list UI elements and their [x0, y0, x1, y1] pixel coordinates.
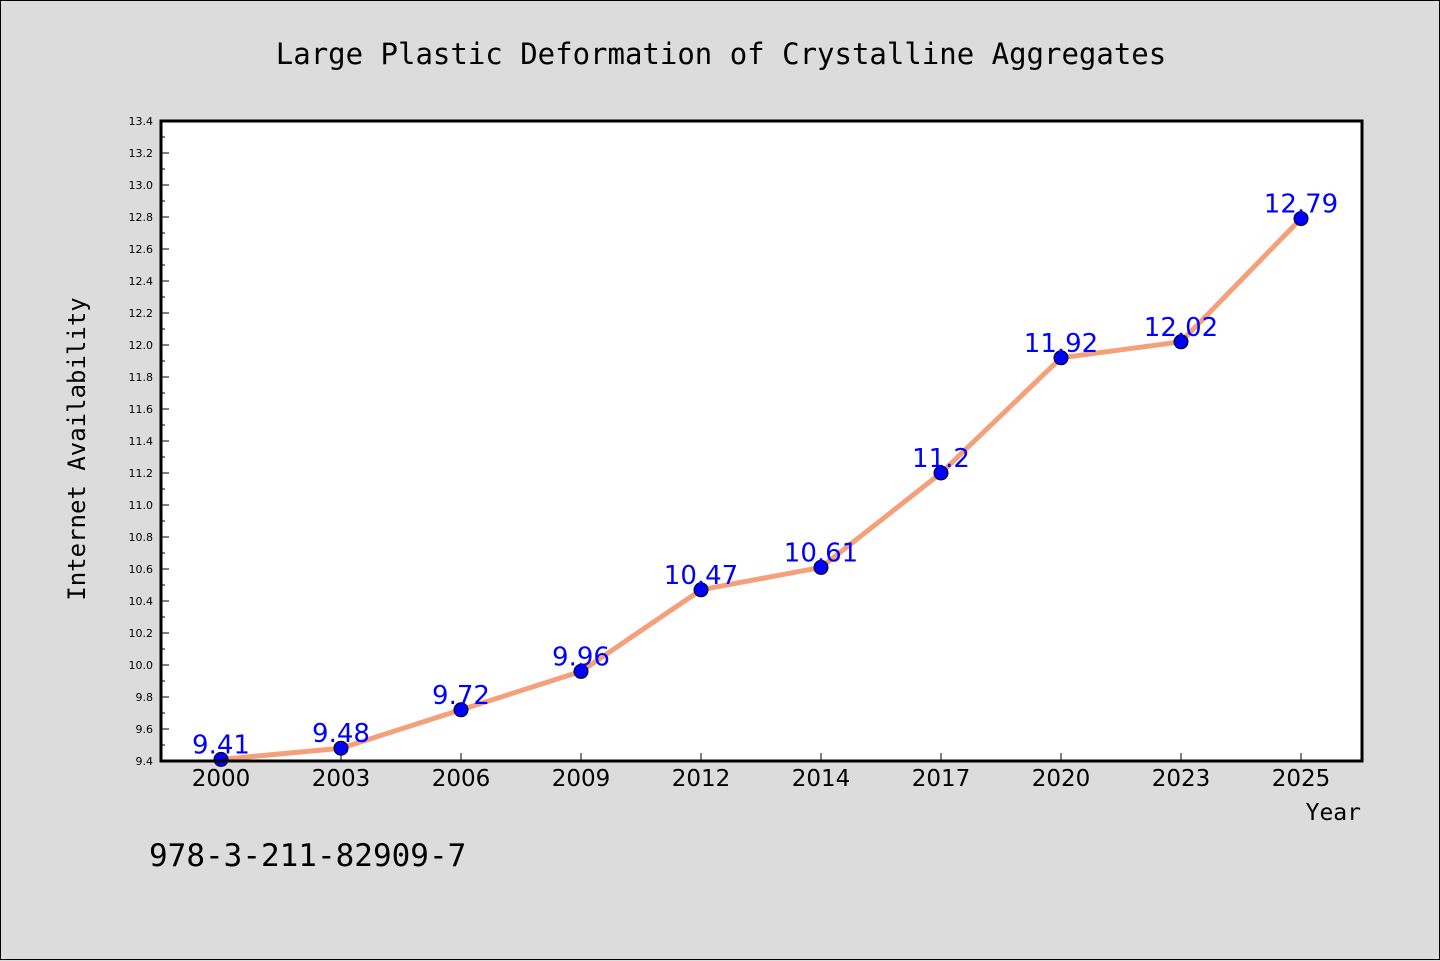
series-line	[218, 216, 1304, 762]
x-axis-ticks: 2000 2003 2006 2009 2012 2014 2017 2020 2023 2025	[192, 753, 1331, 792]
y-tick-label: 12.4	[129, 275, 154, 288]
data-label: 9.48	[312, 719, 370, 749]
data-label: 9.96	[552, 642, 610, 672]
data-point	[1053, 350, 1069, 366]
y-tick-label: 12.8	[129, 211, 154, 224]
data-point	[933, 465, 949, 481]
y-tick-label: 11.6	[129, 403, 154, 416]
x-axis-label: Year	[1306, 800, 1361, 826]
data-point	[453, 702, 469, 718]
x-tick-label: 2025	[1272, 766, 1331, 792]
data-point	[333, 740, 349, 756]
x-tick-label: 2023	[1152, 766, 1211, 792]
isbn-annotation: 978-3-211-82909-7	[149, 838, 466, 874]
y-tick-label: 12.2	[129, 307, 154, 320]
plot-border	[159, 119, 1364, 763]
y-tick-label: 10.0	[129, 659, 154, 672]
data-point	[213, 751, 229, 767]
x-tick-label: 2017	[912, 766, 971, 792]
y-axis-label: Internet Availability	[63, 297, 91, 600]
x-tick-label: 2009	[552, 766, 611, 792]
y-axis-ticks: 9.4 9.6 9.8 10.0 10.2 10.4 10.6 10.8 11.0 11.2 11.…	[129, 115, 169, 768]
data-label: 11.2	[912, 444, 970, 474]
plot-area	[161, 121, 1362, 761]
x-tick-label: 2006	[432, 766, 491, 792]
y-tick-label: 10.4	[129, 595, 154, 608]
data-label: 9.72	[432, 681, 490, 711]
y-tick-label: 13.2	[129, 147, 154, 160]
y-tick-label: 12.6	[129, 243, 154, 256]
y-tick-label: 11.0	[129, 499, 154, 512]
data-labels: 9.41 9.48 9.72 9.96 10.47 10.61 11.2 11.92 12.02…	[192, 190, 1338, 761]
y-tick-label: 11.2	[129, 467, 154, 480]
data-label: 12.79	[1264, 190, 1338, 220]
y-tick-label: 9.8	[136, 691, 154, 704]
x-tick-label: 2003	[312, 766, 371, 792]
y-tick-label: 9.6	[136, 723, 154, 736]
y-tick-label: 13.0	[129, 179, 154, 192]
y-tick-label: 10.6	[129, 563, 154, 576]
x-tick-label: 2012	[672, 766, 731, 792]
chart-title: Large Plastic Deformation of Crystalline…	[276, 37, 1166, 71]
data-point	[1173, 334, 1189, 350]
data-label: 11.92	[1024, 329, 1098, 359]
data-point	[573, 663, 589, 679]
data-label: 9.41	[192, 730, 250, 760]
y-tick-label: 11.4	[129, 435, 154, 448]
data-point	[813, 559, 829, 575]
data-point	[1293, 211, 1309, 227]
x-tick-label: 2020	[1032, 766, 1091, 792]
data-point	[693, 582, 709, 598]
y-tick-label: 9.4	[136, 755, 154, 768]
data-label: 10.61	[784, 538, 858, 568]
data-label: 12.02	[1144, 313, 1218, 343]
y-tick-label: 12.0	[129, 339, 154, 352]
y-tick-label: 10.8	[129, 531, 154, 544]
data-label: 10.47	[664, 561, 738, 591]
x-tick-label: 2000	[192, 766, 251, 792]
y-tick-label: 11.8	[129, 371, 154, 384]
y-tick-label: 13.4	[129, 115, 154, 128]
y-tick-label: 10.2	[129, 627, 154, 640]
x-tick-label: 2014	[792, 766, 851, 792]
series-markers	[213, 211, 1309, 767]
